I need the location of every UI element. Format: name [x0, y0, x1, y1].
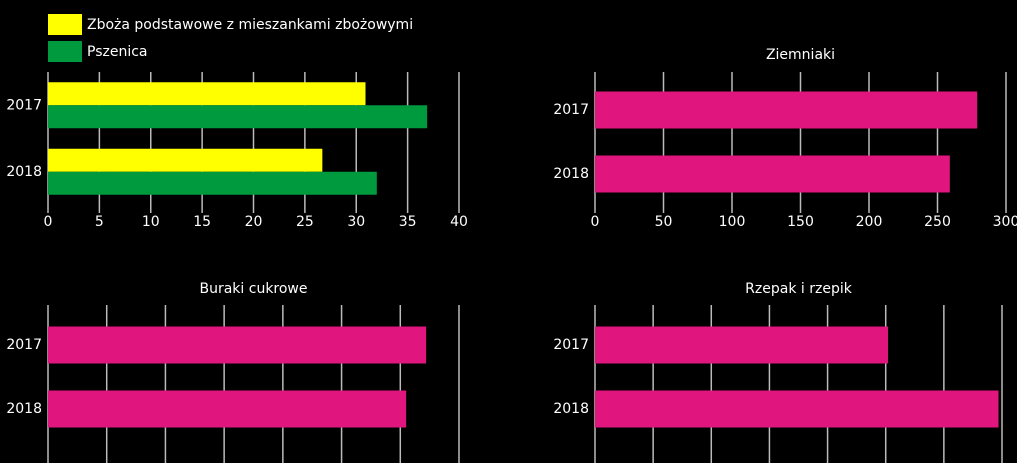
x-tick-label: 35 — [399, 214, 417, 230]
x-tick-label: 20 — [245, 214, 263, 230]
bar — [48, 171, 377, 195]
x-tick-label: 0 — [44, 214, 53, 230]
bar — [48, 148, 323, 172]
chart-title: Ziemniaki — [766, 47, 835, 63]
x-tick-label: 50 — [655, 214, 673, 230]
x-tick-label: 10 — [142, 214, 160, 230]
y-tick-label: 2017 — [6, 97, 42, 113]
legend-swatch — [48, 41, 82, 62]
y-tick-label: 2017 — [553, 337, 589, 353]
bar — [595, 91, 978, 129]
y-tick-label: 2017 — [6, 337, 42, 353]
x-tick-label: 0 — [591, 214, 600, 230]
x-tick-label: 30 — [347, 214, 365, 230]
bar — [48, 82, 366, 106]
x-tick-label: 250 — [924, 214, 951, 230]
x-tick-label: 40 — [450, 214, 468, 230]
bar — [48, 390, 407, 428]
bar — [48, 326, 427, 364]
legend-swatch — [48, 14, 82, 35]
x-tick-label: 150 — [787, 214, 814, 230]
x-tick-label: 200 — [856, 214, 883, 230]
x-tick-label: 300 — [993, 214, 1017, 230]
y-tick-label: 2018 — [553, 166, 589, 182]
legend-label: Zboża podstawowe z mieszankami zbożowymi — [87, 17, 413, 33]
legend-label: Pszenica — [87, 44, 148, 60]
y-tick-label: 2018 — [553, 401, 589, 417]
x-tick-label: 100 — [719, 214, 746, 230]
x-tick-label: 15 — [193, 214, 211, 230]
y-tick-label: 2018 — [6, 401, 42, 417]
chart-title: Buraki cukrowe — [199, 281, 307, 297]
bar — [595, 326, 889, 364]
x-tick-label: 25 — [296, 214, 314, 230]
y-tick-label: 2018 — [6, 164, 42, 180]
x-tick-label: 5 — [95, 214, 104, 230]
bar — [48, 105, 428, 129]
bar — [595, 390, 999, 428]
y-tick-label: 2017 — [553, 102, 589, 118]
bar — [595, 155, 950, 193]
chart-title: Rzepak i rzepik — [745, 281, 853, 297]
